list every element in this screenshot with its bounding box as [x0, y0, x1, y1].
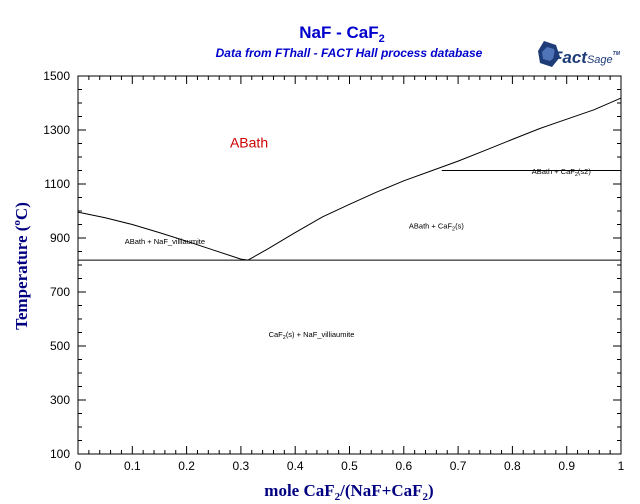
- y-tick-label: 1100: [44, 177, 70, 191]
- x-tick-label: 0.3: [233, 459, 250, 473]
- chart-title-main: NaF - CaF: [299, 23, 378, 42]
- region-label-part: (s) + NaF_villiaumite: [286, 330, 355, 339]
- y-axis-label-main: Temperature (: [12, 225, 31, 330]
- logo-text-sub: Sage: [587, 54, 613, 66]
- y-tick-label: 700: [50, 285, 70, 299]
- y-tick-label: 1500: [43, 69, 70, 83]
- region-label-part: 2: [575, 172, 578, 178]
- y-tick-label: 300: [50, 393, 70, 407]
- y-tick-label: 100: [50, 447, 70, 461]
- region-label-1: ABath + NaF_villiaumite: [125, 237, 205, 246]
- y-tick-label: 500: [50, 339, 70, 353]
- x-tick-label: 1: [618, 459, 625, 473]
- region-label-part: (s): [455, 222, 464, 231]
- x-tick-label: 0: [75, 459, 82, 473]
- factsage-logo-mark-icon: [538, 41, 560, 67]
- logo-text: FactSageTM: [552, 48, 621, 67]
- region-label-part: ABath + CaF: [409, 222, 453, 231]
- y-tick-label: 1300: [43, 123, 70, 137]
- logo-text-main: Fact: [552, 48, 588, 67]
- region-label-part: CaF: [269, 330, 284, 339]
- region-label-4: CaF2(s) + NaF_villiaumite: [269, 330, 355, 341]
- x-tick-label: 0.8: [504, 459, 521, 473]
- region-label-2: ABath + CaF2(s): [409, 222, 464, 233]
- liquid-region-label: ABath: [230, 135, 268, 151]
- x-axis-label-end: ): [428, 481, 434, 500]
- x-axis-label-sub1: 2: [335, 491, 341, 503]
- phase-boundary-0: [77, 211, 249, 261]
- region-label-part: 2: [283, 335, 286, 341]
- region-label-3: ABath + CaF2(s2): [532, 167, 592, 178]
- phase-boundaries: [77, 97, 622, 261]
- x-axis-label-main: mole CaF: [264, 481, 334, 500]
- logo-mark: TM: [613, 51, 621, 57]
- x-tick-label: 0.6: [395, 459, 412, 473]
- x-tick-label: 0.4: [287, 459, 304, 473]
- plot-frame: [77, 75, 622, 455]
- region-label-part: ABath + CaF: [532, 167, 576, 176]
- y-axis-label-end: C): [12, 202, 31, 220]
- y-axis-label-sup: o: [11, 220, 23, 226]
- chart-title: NaF - CaF2: [299, 23, 384, 45]
- chart-title-sub: 2: [379, 33, 385, 45]
- x-tick-label: 0.2: [178, 459, 195, 473]
- x-tick-label: 0.5: [341, 459, 358, 473]
- y-tick-label: 900: [50, 231, 70, 245]
- x-tick-label: 0.1: [124, 459, 141, 473]
- factsage-logo: FactSageTM: [538, 41, 621, 67]
- region-label-part: (s2): [578, 167, 591, 176]
- chart-subtitle: Data from FThall - FACT Hall process dat…: [216, 46, 483, 60]
- axis-tick-labels: 0 0.1 0.2 0.3 0.4 0.5 0.6 0.7 0.8 0.9 110030050070…: [43, 69, 624, 473]
- x-axis-label-mid: /(NaF+CaF: [339, 481, 422, 500]
- phase-boundary-1: [247, 97, 622, 261]
- region-label-part: 2: [452, 227, 455, 233]
- x-axis-label-sub2: 2: [423, 491, 429, 503]
- axis-ticks: [77, 75, 622, 455]
- x-tick-label: 0.7: [450, 459, 467, 473]
- x-axis-label: mole CaF2/(NaF+CaF2): [264, 481, 433, 503]
- y-axis-label: Temperature (oC): [11, 202, 31, 330]
- region-label-part: ABath + NaF_villiaumite: [125, 237, 205, 246]
- x-tick-label: 0.9: [558, 459, 575, 473]
